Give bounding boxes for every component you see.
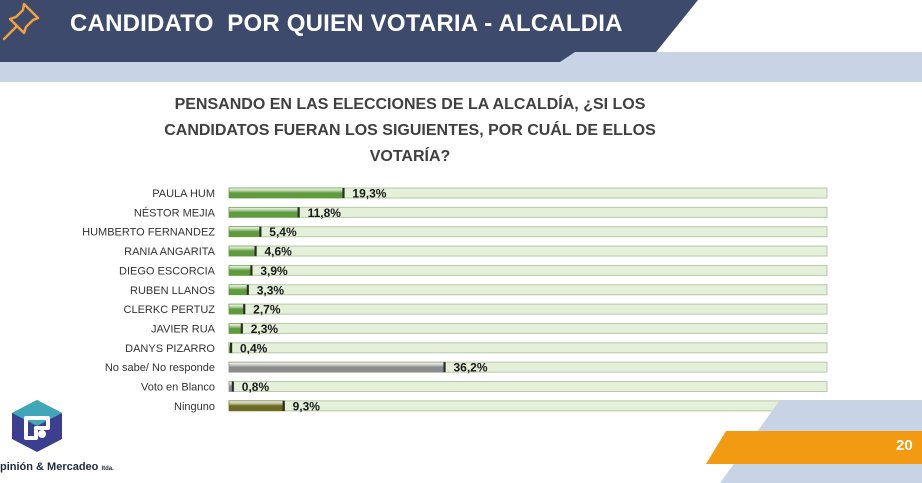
company-logo [12,400,62,452]
bar-end-cap [342,188,345,198]
category-label: HUMBERTO FERNANDEZ [82,227,215,239]
data-label: 19,3% [352,187,386,201]
data-label: 2,7% [253,303,281,317]
category-label: DANYS PIZARRO [125,343,215,355]
bar-end-cap [243,304,246,315]
question-line-1: PENSANDO EN LAS ELECCIONES DE LA ALCALDÍ… [174,96,646,113]
bar-end-cap [443,362,446,373]
survey-question: PENSANDO EN LAS ELECCIONES DE LA ALCALDÍ… [150,92,670,170]
bar-end-cap [297,207,300,218]
bar-track [228,226,828,238]
bar-end-cap [231,381,234,392]
bar-row: No sabe/ No responde 36,2% [105,361,828,375]
category-label: RUBEN LLANOS [130,285,215,297]
data-label: 0,8% [242,380,270,394]
data-label: 36,2% [453,361,487,375]
bar-row: PAULA HUM 19,3% [152,187,828,201]
bar-track [228,245,828,257]
data-label: 2,3% [251,322,279,336]
bar [228,303,246,315]
bar [228,245,257,257]
category-label: PAULA HUM [152,188,215,200]
bar-row: HUMBERTO FERNANDEZ 5,4% [82,225,828,239]
question-line-2: CANDIDATOS FUERAN LOS SIGUIENTES, POR CU… [164,122,656,139]
bar-track [228,342,828,354]
bar-row: JAVIER RUA 2,3% [151,322,828,336]
bar-end-cap [240,323,243,334]
company-name-text: pinión & Mercadeo [0,461,99,473]
bar [228,284,250,296]
bar-end-cap [230,342,232,353]
bar-row: Voto en Blanco 0,8% [141,380,828,394]
bar-row: DANYS PIZARRO 0,4% [125,341,828,355]
bar-row: DIEGO ESCORCIA 3,9% [119,264,828,278]
bar-end-cap [254,246,257,257]
bar-track [228,284,828,296]
bar [228,207,300,218]
data-label: 4,6% [265,245,293,259]
company-name: pinión & Mercadeo ltda. [0,461,114,473]
data-label: 3,3% [257,283,285,297]
bar [228,361,446,373]
bar [228,400,285,412]
bar-row: NÉSTOR MEJIA 11,8% [134,206,828,220]
bar-track [228,303,828,315]
category-label: Ninguno [174,401,215,413]
bar-row: CLERKC PERTUZ 2,7% [124,303,828,317]
header-background [0,0,922,82]
bar [228,323,244,334]
data-label: 0,4% [240,341,268,355]
category-label: DIEGO ESCORCIA [119,265,216,277]
bar-row: Ninguno 9,3% [174,399,828,413]
bar [228,226,262,238]
category-label: CLERKC PERTUZ [124,304,216,316]
page-number: 20 [896,437,913,454]
category-label: No sabe/ No responde [105,362,215,374]
bar-row: RUBEN LLANOS 3,3% [130,283,828,297]
pushpin-icon [2,2,40,41]
footer-decoration [706,400,922,483]
bar-end-cap [246,284,249,295]
bar-row: RANIA ANGARITA 4,6% [124,245,828,259]
bar-end-cap [259,226,262,237]
data-label: 11,8% [308,206,342,220]
bar-track [228,381,828,392]
page-title: CANDIDATO POR QUIEN VOTARIA - ALCALDIA [70,10,623,37]
header-band: CANDIDATO POR QUIEN VOTARIA - ALCALDIA [0,0,922,82]
data-label: 9,3% [293,399,321,413]
category-label: JAVIER RUA [151,323,216,335]
data-label: 3,9% [260,264,288,278]
bar-track [228,264,828,276]
category-label: RANIA ANGARITA [124,246,216,258]
category-label: Voto en Blanco [141,382,215,394]
bar [228,187,345,199]
question-line-3: VOTARÍA? [369,148,451,165]
bar-chart: PAULA HUM 19,3% NÉSTOR MEJIA 11,8% HUMBERTO … [82,187,828,413]
bar-end-cap [282,400,285,411]
company-name-suffix: ltda. [101,466,114,472]
bar [228,265,253,276]
category-label: NÉSTOR MEJIA [134,206,216,219]
bar-end-cap [250,265,253,276]
data-label: 5,4% [269,225,297,239]
bar-track [228,322,828,334]
